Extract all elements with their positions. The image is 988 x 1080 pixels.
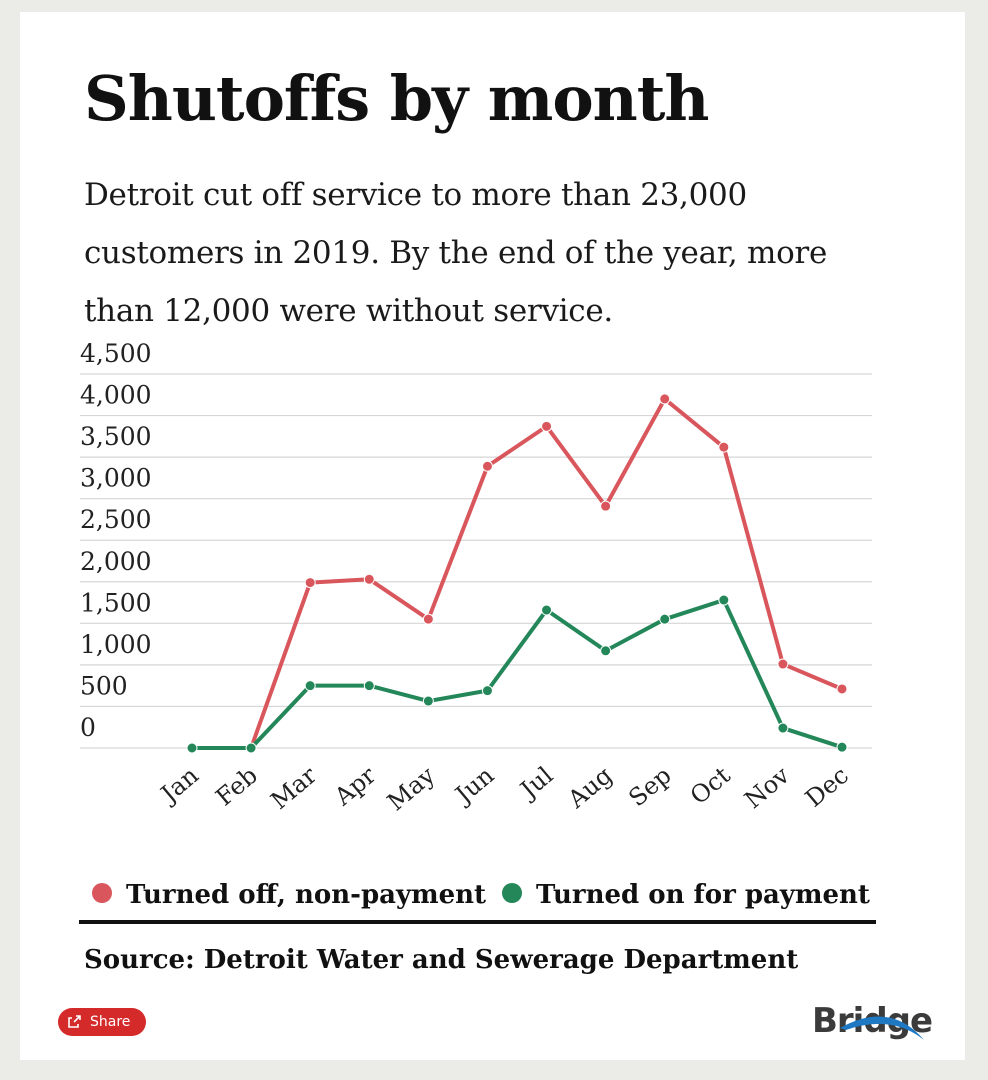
x-tick-label: Jan (153, 761, 203, 810)
data-point (600, 645, 612, 657)
data-point (600, 500, 612, 512)
series-line (192, 396, 843, 750)
data-point (304, 680, 316, 692)
card: Shutoffs by month Detroit cut off servic… (20, 12, 965, 1060)
brand-logo: Bridge (812, 1001, 933, 1041)
brand-swoosh (840, 1016, 924, 1040)
data-point (245, 742, 257, 754)
data-point (836, 683, 848, 695)
data-point (718, 594, 730, 606)
y-tick-label: 500 (80, 671, 128, 700)
series-line (192, 598, 843, 750)
x-tick-label: Nov (739, 761, 795, 814)
y-tick-label: 0 (80, 713, 96, 742)
legend-label: Turned off, non-payment (126, 880, 486, 910)
y-tick-label: 4,000 (80, 381, 152, 410)
y-tick-label: 1,000 (80, 630, 152, 659)
x-tick-label: Jul (513, 761, 558, 805)
share-label[interactable]: Share (90, 1014, 130, 1030)
x-tick-label: Sep (623, 761, 676, 812)
data-point (481, 685, 493, 697)
legend-marker (92, 883, 112, 903)
y-tick-label: 2,500 (80, 505, 152, 534)
x-tick-label: Feb (211, 761, 263, 811)
y-tick-label: 3,000 (80, 464, 152, 493)
legend-marker (502, 883, 522, 903)
x-tick-label: Mar (265, 761, 322, 815)
y-tick-label: 4,500 (80, 339, 152, 368)
data-point (777, 722, 789, 734)
share-button[interactable]: Share (58, 1008, 146, 1036)
chart-title: Shutoffs by month (84, 62, 709, 135)
share-icon[interactable] (68, 1015, 81, 1028)
y-tick-label: 1,500 (80, 588, 152, 617)
data-point (659, 613, 671, 625)
x-tick-label: Jun (448, 761, 499, 810)
data-point (718, 441, 730, 453)
data-point (481, 460, 493, 472)
x-tick-label: Oct (685, 761, 736, 810)
data-point (304, 577, 316, 589)
data-point (777, 658, 789, 670)
data-point (659, 393, 671, 405)
y-tick-label: 3,500 (80, 422, 152, 451)
x-tick-label: Dec (800, 761, 854, 813)
source: Source: Detroit Water and Sewerage Depar… (84, 945, 798, 975)
data-point (363, 573, 375, 585)
data-point (422, 695, 434, 707)
data-point (541, 420, 553, 432)
share-button-bg[interactable] (58, 1008, 146, 1036)
data-point (186, 742, 198, 754)
data-point (541, 604, 553, 616)
data-point (836, 741, 848, 753)
x-tick-label: Apr (329, 761, 382, 812)
x-tick-label: May (382, 761, 441, 816)
data-point (363, 680, 375, 692)
x-tick-label: Aug (562, 761, 618, 814)
legend-label: Turned on for payment (536, 880, 870, 910)
data-point (422, 613, 434, 625)
y-tick-label: 2,000 (80, 547, 152, 576)
chart-subtitle: Detroit cut off service to more than 23,… (84, 177, 827, 329)
